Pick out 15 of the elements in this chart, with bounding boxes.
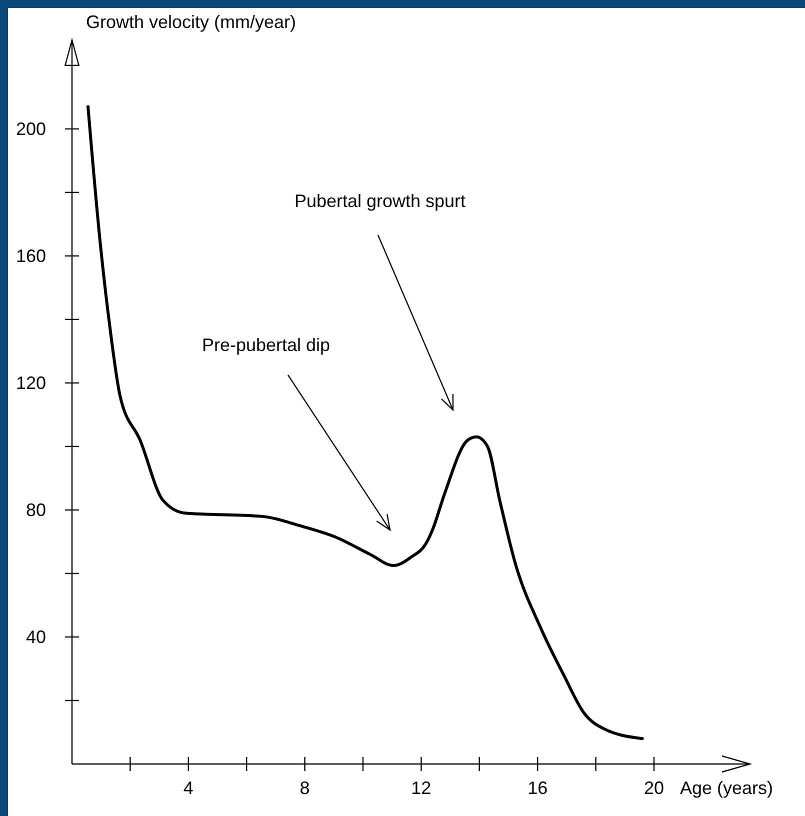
x-axis-title: Age (years) <box>680 778 774 798</box>
y-tick-label: 80 <box>26 500 46 520</box>
x-tick-label: 16 <box>528 778 548 798</box>
y-tick-label: 40 <box>26 626 46 647</box>
annotation: Pubertal growth spurt <box>294 191 466 211</box>
y-tick-label: 200 <box>16 118 46 139</box>
x-tick-label: 4 <box>183 778 194 798</box>
line-series <box>86 105 644 740</box>
y-tick-label: 160 <box>16 246 46 266</box>
x-tick-label: 12 <box>411 778 432 798</box>
annotation: Pre-pubertal dip <box>202 335 330 355</box>
y-tick-label: 120 <box>16 372 46 393</box>
x-tick-label: 8 <box>300 778 310 798</box>
y-axis-title: Growth velocity (mm/year) <box>86 12 296 32</box>
x-tick-label: 20 <box>644 778 664 798</box>
